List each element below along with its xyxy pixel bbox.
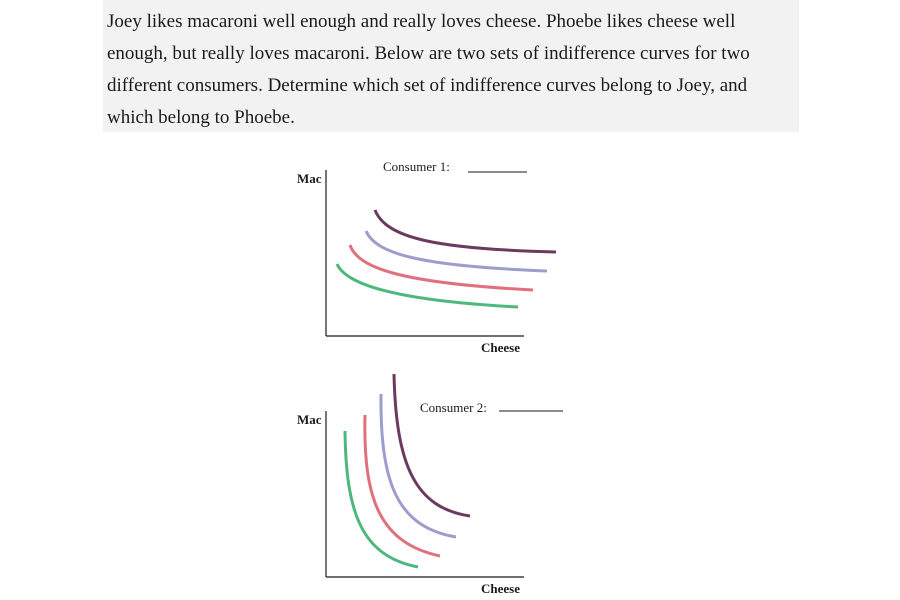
graph-consumer-1: Consumer 1: Mac Cheese [297, 159, 557, 355]
indifference-curve-4 [373, 209, 557, 254]
indifference-curve-2 [348, 244, 534, 292]
indifference-curve-1 [343, 430, 419, 569]
indifference-curve-3 [379, 393, 457, 539]
y-axis-label: Mac [297, 171, 322, 186]
graph-title: Consumer 1: [383, 159, 450, 174]
x-axis-label: Cheese [481, 340, 520, 355]
graph-title: Consumer 2: [420, 400, 487, 415]
indifference-curve-1 [335, 263, 519, 309]
indifference-curve-2 [363, 414, 441, 558]
question-box: Joey likes macaroni well enough and real… [103, 0, 799, 132]
question-text: Joey likes macaroni well enough and real… [107, 11, 750, 128]
indifference-curve-3 [364, 230, 548, 273]
x-axis-label: Cheese [481, 581, 520, 596]
graph-consumer-2: Consumer 2: Mac Cheese [297, 373, 563, 596]
indifference-curve-4 [392, 373, 471, 518]
y-axis-label: Mac [297, 412, 322, 427]
